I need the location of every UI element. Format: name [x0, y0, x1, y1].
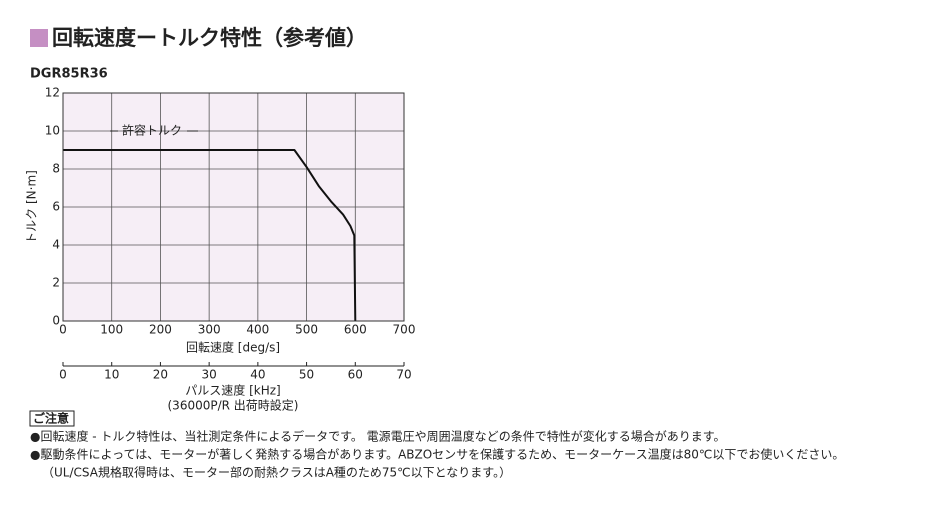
- chart-title: 回転速度ートルク特性（参考値）: [52, 26, 367, 50]
- x2-axis-label: パルス速度 [kHz]: [185, 383, 280, 398]
- title-marker: [30, 29, 48, 47]
- x-tick-label: 700: [393, 323, 416, 337]
- x2-tick-label: 60: [348, 368, 363, 382]
- y-tick-label: 8: [52, 162, 60, 176]
- x-tick-label: 200: [149, 323, 172, 337]
- note: ●回転速度 - トルク特性は、当社測定条件によるデータです。 電源電圧や周囲温度…: [30, 429, 726, 444]
- x2-tick-label: 70: [396, 368, 411, 382]
- torque-line: [63, 149, 357, 322]
- y-tick-label: 4: [52, 238, 60, 252]
- x-tick-label: 500: [295, 323, 318, 337]
- x2-tick-label: 20: [153, 368, 168, 382]
- x-tick-label: 100: [100, 323, 123, 337]
- x-axis-label: 回転速度 [deg/s]: [186, 340, 280, 355]
- x2-axis-sublabel: (36000P/R 出荷時設定): [168, 398, 299, 413]
- note: ●駆動条件によっては、モーターが著しく発熱する場合があります。ABZOセンサを保…: [30, 447, 844, 462]
- note: （UL/CSA規格取得時は、モーター部の耐熱クラスはA種のため75℃以下となりま…: [42, 465, 511, 480]
- notes-heading-box: [29, 410, 75, 427]
- x2-tick-label: 30: [202, 368, 217, 382]
- y-tick-label: 12: [45, 86, 60, 100]
- x2-tick-label: 10: [104, 368, 119, 382]
- x-tick-label: 600: [344, 323, 367, 337]
- y-tick-label: 2: [52, 276, 60, 290]
- y-tick-label: 10: [45, 124, 60, 138]
- x-tick-label: 0: [59, 323, 67, 337]
- y-tick-label: 6: [52, 200, 60, 214]
- annotation: 許容トルク: [122, 123, 182, 138]
- x-tick-label: 300: [198, 323, 221, 337]
- y-axis-label: トルク [N·m]: [25, 170, 39, 244]
- x2-tick-label: 50: [299, 368, 314, 382]
- plot-frame: [62, 92, 405, 322]
- x2-tick-label: 0: [59, 368, 67, 382]
- y-tick-label: 0: [52, 314, 60, 328]
- x-tick-label: 400: [246, 323, 269, 337]
- notes-heading: ご注意: [33, 411, 69, 426]
- chart-subtitle: DGR85R36: [30, 67, 108, 82]
- x2-tick-label: 40: [250, 368, 265, 382]
